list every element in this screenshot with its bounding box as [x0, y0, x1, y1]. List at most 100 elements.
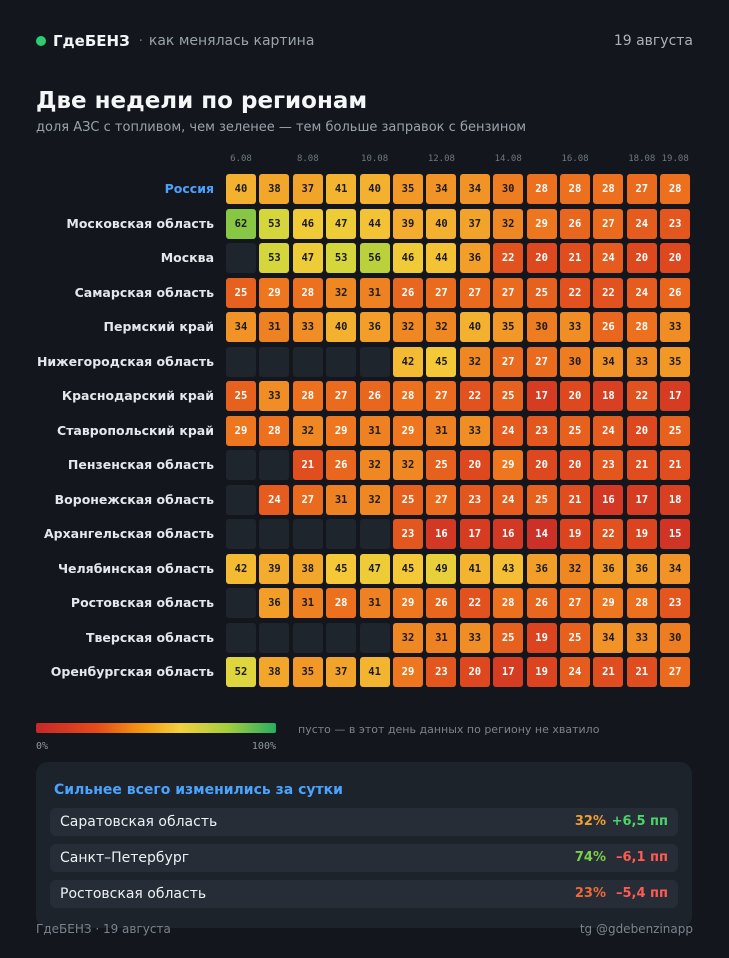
heatmap-cell: 56: [359, 243, 390, 273]
heatmap-cell: 34: [426, 174, 457, 204]
heatmap-cell: 34: [459, 174, 490, 204]
heatmap-cell: 23: [459, 484, 490, 515]
heatmap-cell: 31: [359, 588, 390, 618]
heatmap-cell: 20: [660, 243, 691, 273]
heatmap-cell: 25: [226, 381, 256, 411]
heatmap-cell: 32: [426, 312, 457, 342]
heatmap-cell: 34: [593, 346, 624, 377]
heatmap-cell: 30: [560, 346, 590, 377]
heatmap-cell: 34: [660, 553, 691, 584]
heatmap-cell: 28: [393, 381, 423, 411]
heatmap-cell: 17: [493, 657, 524, 687]
heatmap-cell: 29: [393, 415, 423, 446]
footer-telegram-link[interactable]: tg @gdebenzinapp: [579, 922, 693, 936]
heatmap-cell: 24: [626, 277, 657, 308]
heatmap-cell: 20: [459, 450, 490, 480]
heatmap-cell: 32: [493, 208, 524, 239]
heatmap-cell: 20: [626, 415, 657, 446]
heatmap-cell: 27: [426, 381, 457, 411]
change-row: Саратовская область 32% +6,5 пп: [50, 808, 678, 836]
heatmap-cell-empty: [259, 622, 290, 653]
heatmap-cell: 31: [359, 415, 390, 446]
heatmap-cell-empty: [259, 519, 290, 549]
heatmap-cell: 45: [393, 553, 423, 584]
heatmap-cell: 42: [226, 553, 256, 584]
heatmap-cell: 25: [426, 450, 457, 480]
heatmap-cell: 33: [560, 312, 590, 342]
heatmap-cell: 21: [560, 484, 590, 515]
heatmap-cell: 23: [660, 588, 691, 618]
heatmap-cell-empty: [259, 450, 290, 480]
heatmap-cell: 24: [493, 484, 524, 515]
header-date: 19 августа: [613, 33, 693, 49]
heatmap-cell: 21: [593, 657, 624, 687]
heatmap-cell: 32: [560, 553, 590, 584]
row-label: Челябинская область: [57, 560, 214, 576]
heatmap-cell: 32: [359, 484, 390, 515]
change-current-value: 32%: [574, 814, 606, 829]
heatmap-cell: 25: [560, 415, 590, 446]
heatmap-cell-empty: [326, 519, 357, 549]
heatmap-cell: 36: [359, 312, 390, 342]
heatmap-cell: 46: [393, 243, 423, 273]
heatmap-cell: 22: [459, 381, 490, 411]
heatmap-cell: 27: [426, 277, 457, 308]
change-delta: +6,5 пп: [611, 814, 668, 829]
heatmap-cell: 33: [459, 622, 490, 653]
heatmap-cell: 47: [359, 553, 390, 584]
change-delta: –6,1 пп: [615, 850, 668, 865]
heatmap-cell: 26: [593, 312, 624, 342]
heatmap-cell: 28: [326, 588, 357, 618]
heatmap-cell: 17: [459, 519, 490, 549]
heatmap-cell: 40: [459, 312, 490, 342]
footer-brand-date: ГдеБЕНЗ · 19 августа: [36, 922, 171, 936]
heatmap-cell: 22: [493, 243, 524, 273]
heatmap-cell: 20: [526, 450, 557, 480]
heatmap-cell: 45: [426, 346, 457, 377]
heatmap-cell: 20: [459, 657, 490, 687]
heatmap-cell: 28: [292, 277, 323, 308]
heatmap-cell: 27: [660, 657, 691, 687]
row-label: Краснодарский край: [61, 388, 214, 403]
row-label: Воронежская область: [54, 491, 214, 507]
heatmap-cell: 24: [493, 415, 524, 446]
heatmap-cell: 29: [393, 657, 423, 687]
change-region-name: Саратовская область: [60, 814, 218, 830]
change-current-value: 74%: [574, 850, 606, 865]
heatmap-cell: 21: [560, 243, 590, 273]
x-tick-label: 6.08: [230, 154, 252, 164]
heatmap-cell: 20: [626, 243, 657, 273]
heatmap-cell: 35: [292, 657, 323, 687]
heatmap-cell: 39: [393, 208, 423, 239]
heatmap-cell: 42: [393, 346, 423, 377]
heatmap-cell: 49: [426, 553, 457, 584]
row-label: Пермский край: [103, 319, 215, 334]
heatmap-cell: 15: [660, 519, 691, 549]
x-tick-label: 10.08: [361, 154, 389, 164]
heatmap-cell: 23: [426, 657, 457, 687]
heatmap-cell: 21: [292, 450, 323, 480]
heatmap-cell: 40: [326, 312, 357, 342]
heatmap-cell: 17: [526, 381, 557, 411]
heatmap-cell: 22: [560, 277, 590, 308]
heatmap-cell: 27: [459, 277, 490, 308]
heatmap-cell: 28: [593, 174, 624, 204]
heatmap-cell: 35: [393, 174, 423, 204]
heatmap-cell: 21: [626, 450, 657, 480]
heatmap-cell: 30: [526, 312, 557, 342]
heatmap-cell: 31: [426, 622, 457, 653]
heatmap-cell-empty: [226, 243, 256, 273]
color-scale-min-label: 0%: [36, 741, 49, 752]
heatmap-cell: 32: [393, 450, 423, 480]
color-scale-bar: [36, 723, 276, 733]
heatmap-cell: 20: [526, 243, 557, 273]
heatmap-cell: 40: [426, 208, 457, 239]
heatmap-cell: 27: [593, 208, 624, 239]
heatmap-cell: 40: [359, 174, 390, 204]
heatmap-cell: 16: [493, 519, 524, 549]
x-tick-label: 8.08: [296, 154, 319, 164]
heatmap-cell: 27: [426, 484, 457, 515]
heatmap-cell: 25: [526, 484, 557, 515]
heatmap-cell: 62: [226, 208, 256, 239]
heatmap-cell: 28: [626, 312, 657, 342]
